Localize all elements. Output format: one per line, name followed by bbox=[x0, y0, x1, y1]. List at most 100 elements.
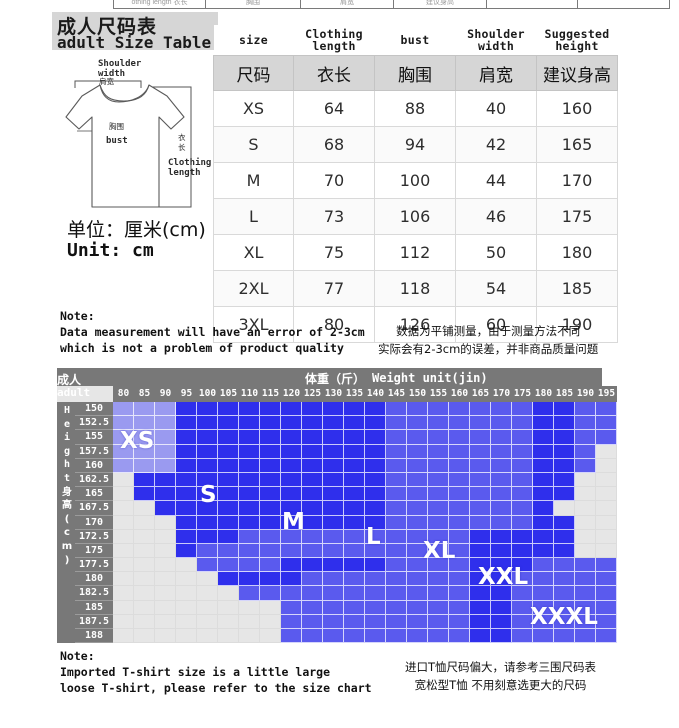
matrix-cell bbox=[176, 529, 197, 544]
matrix-cell bbox=[113, 586, 134, 601]
matrix-size-label: XL bbox=[423, 538, 456, 564]
matrix-cell bbox=[428, 458, 449, 473]
weight-tick: 90 bbox=[159, 388, 172, 399]
matrix-cell bbox=[281, 444, 302, 459]
matrix-cell bbox=[533, 529, 554, 544]
matrix-cell bbox=[575, 487, 596, 502]
matrix-cell bbox=[281, 458, 302, 473]
matrix-cell bbox=[365, 629, 386, 644]
matrix-cell bbox=[596, 458, 617, 473]
matrix-cell bbox=[533, 543, 554, 559]
matrix-cell bbox=[113, 629, 134, 644]
matrix-cell bbox=[512, 501, 533, 516]
matrix-cell bbox=[344, 515, 365, 530]
matrix-cell bbox=[218, 430, 239, 445]
col-header-cn-1: 衣长 bbox=[293, 55, 375, 91]
matrix-row bbox=[113, 501, 617, 516]
matrix-cell bbox=[134, 543, 155, 559]
matrix-cell bbox=[323, 614, 344, 629]
matrix-cell bbox=[407, 515, 428, 530]
size-name-cell: 3XL bbox=[213, 306, 294, 343]
matrix-cell bbox=[197, 458, 218, 473]
matrix-cell bbox=[575, 416, 596, 431]
matrix-cell bbox=[428, 586, 449, 601]
matrix-row bbox=[113, 543, 617, 559]
matrix-cell bbox=[386, 586, 407, 601]
matrix-cell bbox=[302, 472, 323, 488]
matrix-cell bbox=[218, 458, 239, 473]
matrix-cell bbox=[428, 487, 449, 502]
matrix-cell bbox=[302, 572, 323, 587]
matrix-cell bbox=[470, 614, 491, 629]
matrix-cell bbox=[386, 458, 407, 473]
size-name-cell: XL bbox=[213, 234, 294, 271]
matrix-cell bbox=[575, 572, 596, 587]
matrix-cell bbox=[176, 458, 197, 473]
matrix-cell bbox=[197, 416, 218, 431]
matrix-cell bbox=[365, 586, 386, 601]
matrix-cell bbox=[449, 501, 470, 516]
matrix-cell bbox=[197, 487, 218, 502]
note-bottom-line2: loose T-shirt, please refer to the size … bbox=[60, 681, 372, 695]
measure-cell: 75 bbox=[293, 234, 375, 271]
weight-tick: 120 bbox=[282, 388, 301, 399]
matrix-cell bbox=[197, 600, 218, 615]
page-title-cn: 成人尺码表 bbox=[57, 16, 158, 38]
size-table: size Clothing length bust Shoulder width Sugge… bbox=[213, 25, 618, 343]
matrix-cell bbox=[512, 444, 533, 459]
height-tick: 172.5 bbox=[75, 530, 113, 544]
weight-tick: 100 bbox=[198, 388, 217, 399]
matrix-cell bbox=[533, 402, 554, 417]
matrix-cell bbox=[428, 543, 449, 559]
matrix-cell bbox=[176, 629, 197, 644]
size-name-cell: M bbox=[213, 162, 294, 199]
matrix-cell bbox=[533, 572, 554, 587]
matrix-cell bbox=[155, 501, 176, 516]
matrix-cell bbox=[134, 402, 155, 417]
clothing-length-label-cn-1: 衣 bbox=[178, 132, 186, 142]
matrix-cell bbox=[155, 444, 176, 459]
matrix-cell bbox=[134, 600, 155, 615]
matrix-row bbox=[113, 629, 617, 644]
matrix-cell bbox=[491, 416, 512, 431]
matrix-cell bbox=[386, 529, 407, 544]
measure-cell: 106 bbox=[374, 198, 456, 235]
matrix-cell bbox=[575, 543, 596, 559]
matrix-row bbox=[113, 472, 617, 488]
page-title-en: adult Size Table bbox=[57, 33, 212, 52]
matrix-cell bbox=[218, 444, 239, 459]
tshirt-diagram: Shoulder width 肩宽 胸围 bust 衣 长 Clothing l… bbox=[52, 55, 220, 215]
matrix-cell bbox=[260, 614, 281, 629]
matrix-cell bbox=[260, 430, 281, 445]
matrix-cell bbox=[176, 586, 197, 601]
matrix-cell bbox=[176, 472, 197, 488]
measure-cell: 180 bbox=[536, 234, 618, 271]
matrix-cell bbox=[281, 416, 302, 431]
title-highlight-band bbox=[52, 12, 218, 50]
matrix-cell bbox=[176, 444, 197, 459]
matrix-cell bbox=[239, 430, 260, 445]
matrix-cell bbox=[407, 572, 428, 587]
matrix-cell bbox=[113, 572, 134, 587]
matrix-cell bbox=[386, 501, 407, 516]
matrix-cell bbox=[218, 629, 239, 644]
matrix-cell bbox=[470, 600, 491, 615]
matrix-cell bbox=[449, 572, 470, 587]
matrix-cell bbox=[344, 529, 365, 544]
matrix-cell bbox=[323, 529, 344, 544]
matrix-cell bbox=[491, 430, 512, 445]
matrix-cell bbox=[365, 614, 386, 629]
matrix-cell bbox=[428, 444, 449, 459]
matrix-cell bbox=[281, 430, 302, 445]
matrix-cell bbox=[281, 501, 302, 516]
matrix-size-label: M bbox=[282, 509, 305, 535]
matrix-cell bbox=[386, 614, 407, 629]
measure-cell: 44 bbox=[455, 162, 537, 199]
unit-label-cn: 单位：厘米(cm) bbox=[67, 219, 206, 241]
weight-tick: 110 bbox=[240, 388, 259, 399]
matrix-row bbox=[113, 515, 617, 530]
matrix-cell bbox=[260, 416, 281, 431]
note-bottom-cn-line1: 进口T恤尺码偏大，请参考三围尺码表 bbox=[405, 660, 597, 674]
col-header-cn-2: 胸围 bbox=[374, 55, 456, 91]
matrix-cell bbox=[218, 501, 239, 516]
